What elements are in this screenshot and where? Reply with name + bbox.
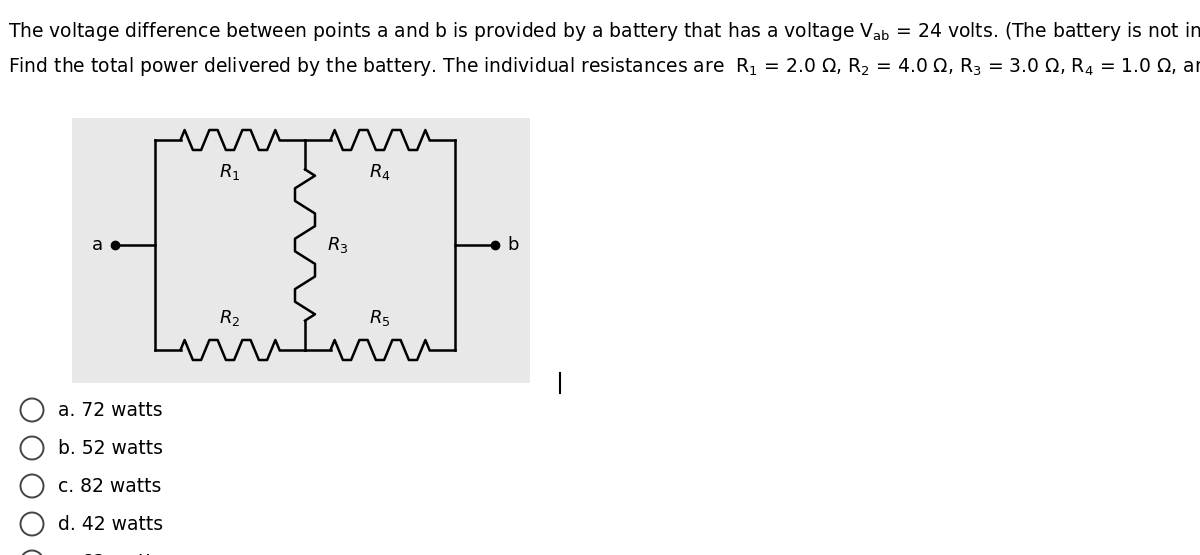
Text: $R_2$: $R_2$	[220, 308, 241, 328]
Text: $R_5$: $R_5$	[370, 308, 391, 328]
Text: b. 52 watts: b. 52 watts	[58, 438, 163, 457]
Text: c. 82 watts: c. 82 watts	[58, 477, 161, 496]
Text: $R_4$: $R_4$	[370, 162, 391, 182]
FancyBboxPatch shape	[72, 118, 530, 383]
Text: d. 42 watts: d. 42 watts	[58, 514, 163, 533]
Text: The voltage difference between points a and b is provided by a battery that has : The voltage difference between points a …	[8, 20, 1200, 43]
Text: a: a	[91, 236, 102, 254]
Text: a. 72 watts: a. 72 watts	[58, 401, 163, 420]
Text: $R_1$: $R_1$	[220, 162, 241, 182]
Text: b: b	[508, 236, 518, 254]
Text: $R_3$: $R_3$	[326, 235, 348, 255]
Text: e. 62 watts: e. 62 watts	[58, 552, 163, 555]
Text: Find the total power delivered by the battery. The individual resistances are  $: Find the total power delivered by the ba…	[8, 55, 1200, 78]
